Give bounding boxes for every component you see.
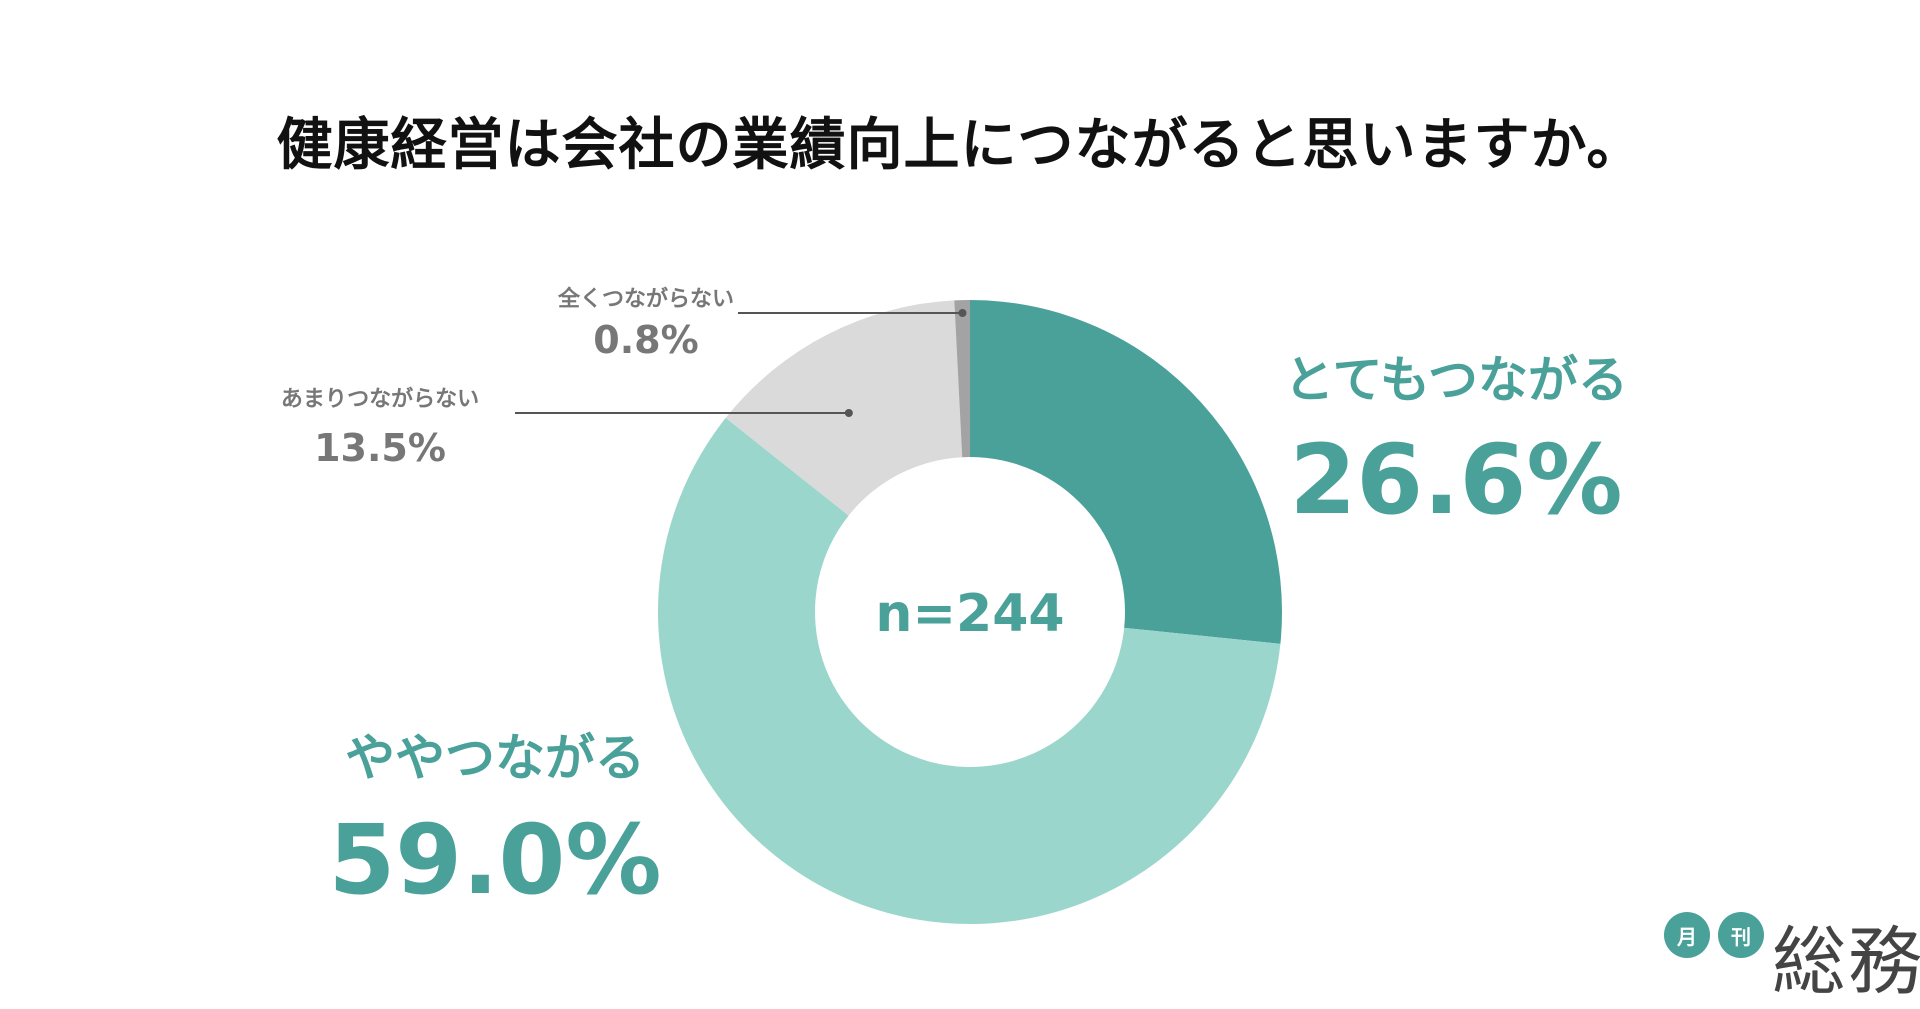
slice-label-percent-2: 13.5% bbox=[314, 426, 446, 470]
donut-slice-2 bbox=[725, 300, 963, 516]
leader-dot-2 bbox=[844, 409, 853, 417]
logo-circle-kan: 刊 bbox=[1718, 912, 1764, 958]
donut-slice-1 bbox=[658, 417, 1281, 924]
slice-label-category-0: とてもつながる bbox=[1284, 351, 1628, 409]
sample-size-label: n=244 bbox=[875, 584, 1064, 644]
slice-label-category-3: 全くつながらない bbox=[557, 286, 734, 312]
slice-label-percent-1: 59.0% bbox=[328, 804, 661, 916]
slice-label-percent-3: 0.8% bbox=[593, 318, 698, 362]
donut-slices bbox=[658, 300, 1282, 924]
slice-label-category-1: ややつながる bbox=[345, 729, 645, 787]
leader-dot-3 bbox=[958, 309, 967, 317]
logo-circle-tsuki: 月 bbox=[1664, 912, 1710, 958]
leader-lines bbox=[515, 309, 967, 417]
logo-text: 総務 bbox=[1772, 919, 1920, 1005]
donut-slice-0 bbox=[970, 300, 1282, 644]
slice-label-percent-0: 26.6% bbox=[1289, 424, 1622, 536]
chart-title: 健康経営は会社の業績向上につながると思いますか。 bbox=[276, 113, 1644, 178]
slice-label-category-2: あまりつながらない bbox=[281, 386, 479, 412]
donut-slice-3 bbox=[954, 300, 970, 458]
